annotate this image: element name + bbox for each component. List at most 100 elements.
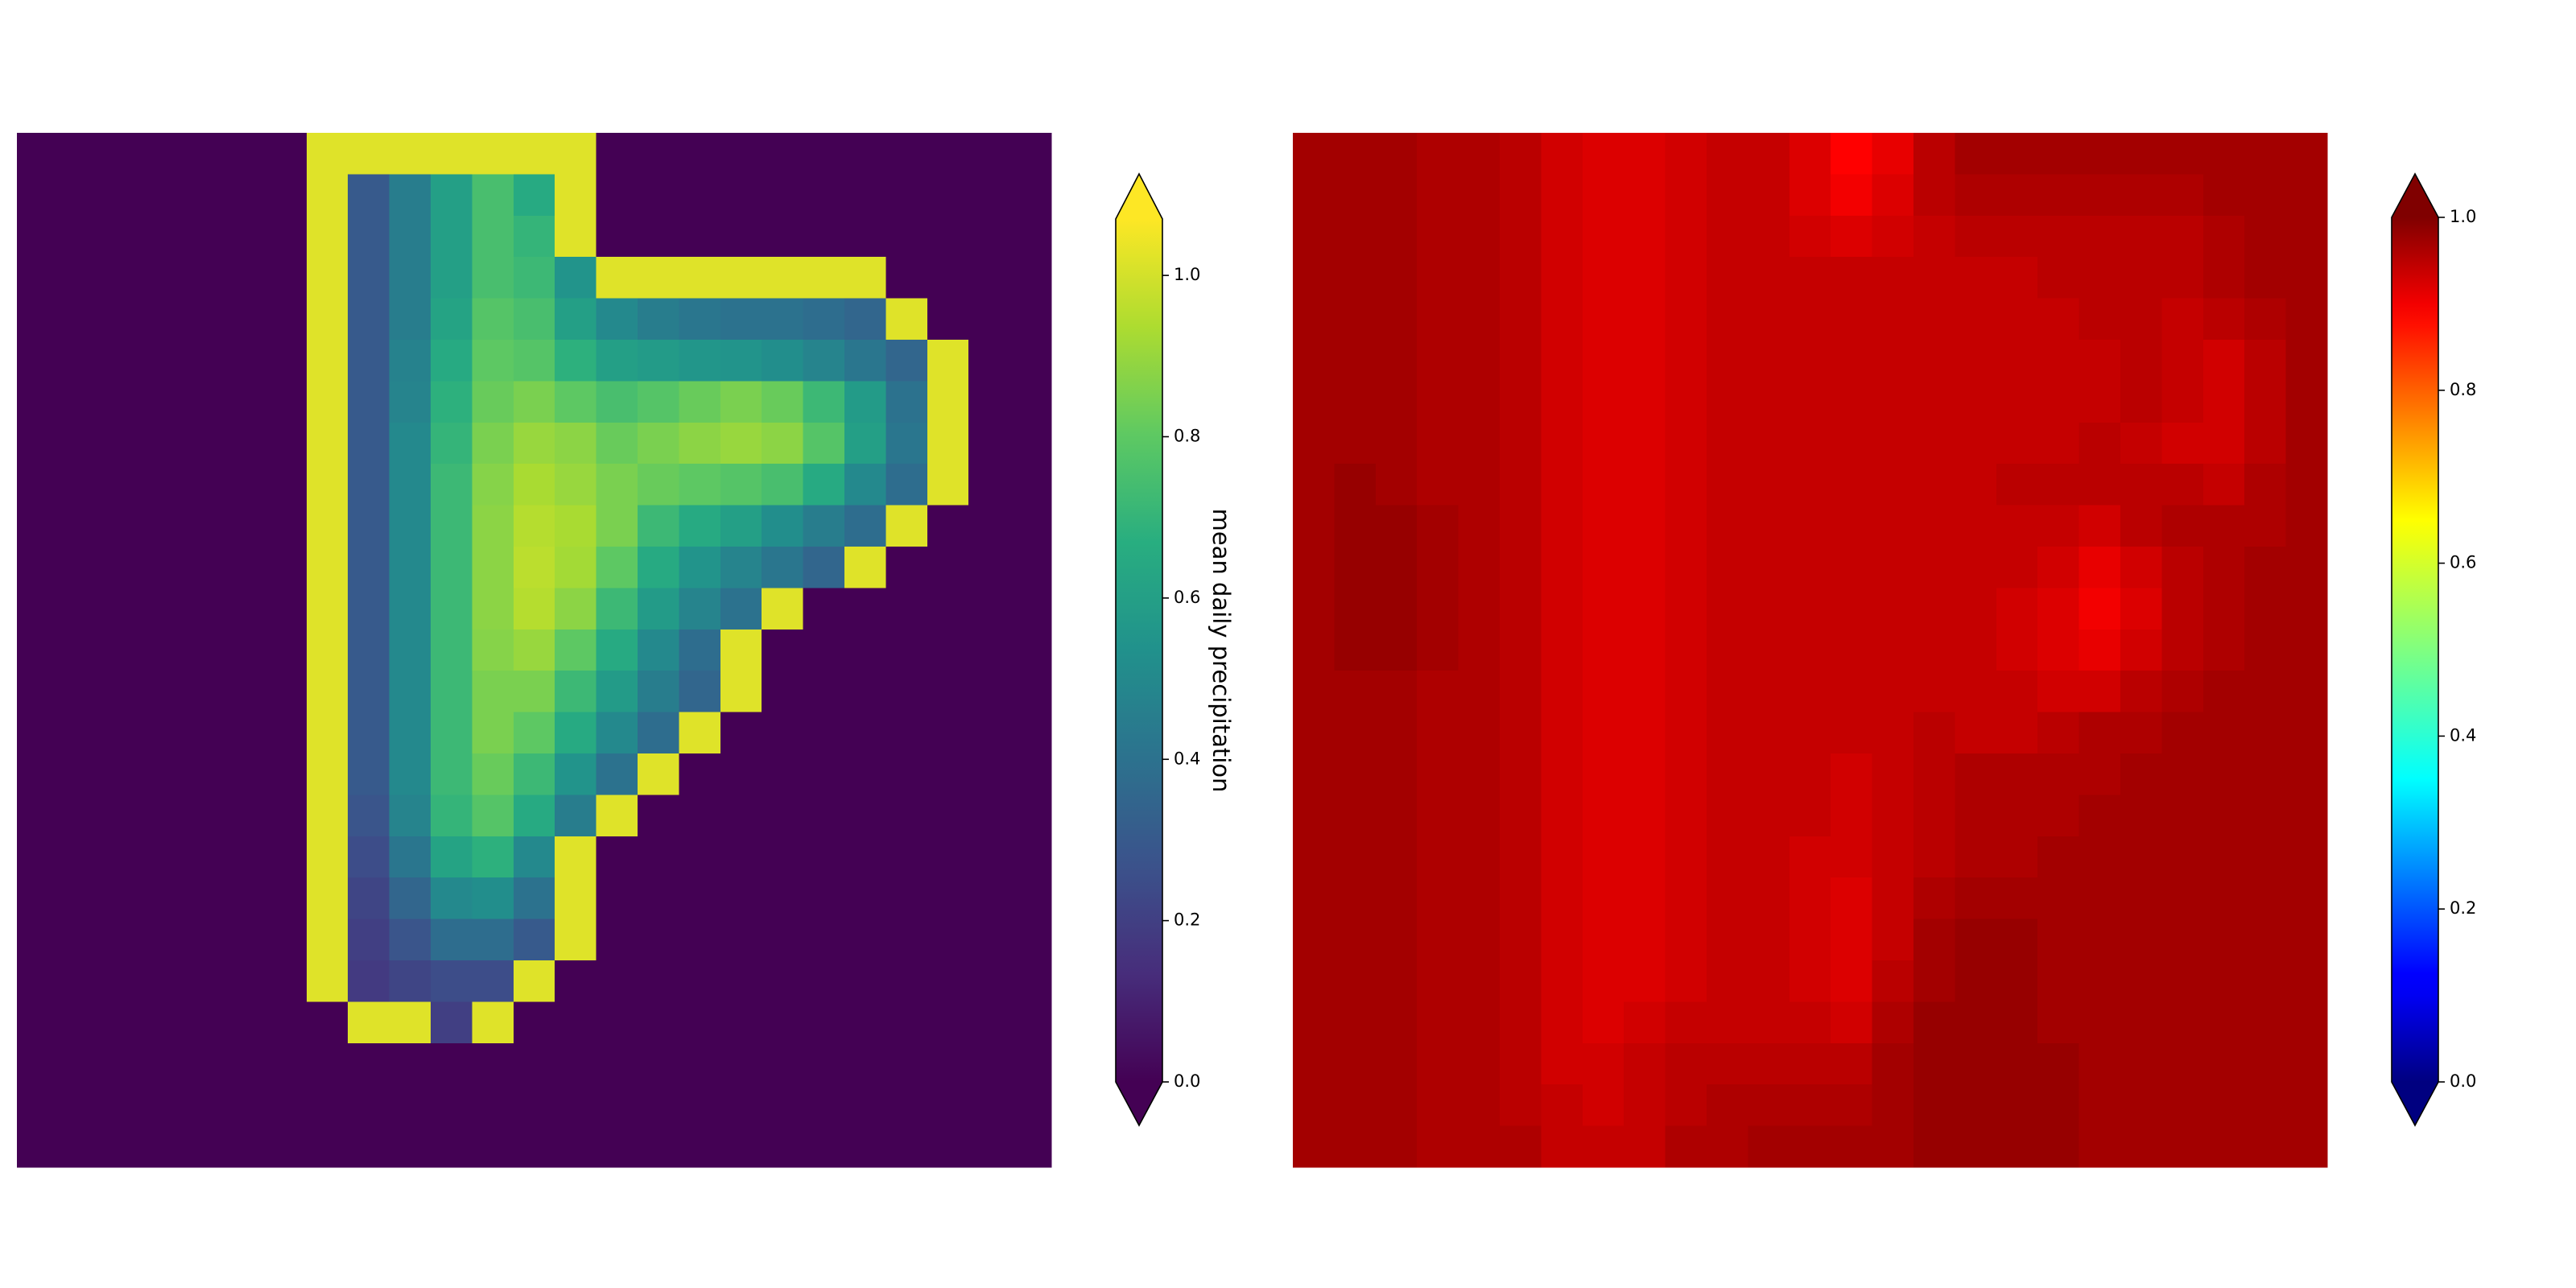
heatmap-cell (1831, 919, 1873, 961)
heatmap-cell (99, 836, 142, 878)
heatmap-cell (1334, 1125, 1377, 1168)
heatmap-cell (1458, 547, 1501, 588)
heatmap-cell (886, 505, 928, 547)
heatmap-cell (224, 588, 266, 630)
heatmap-cell (2244, 795, 2287, 837)
heatmap-cell (1955, 174, 1997, 217)
heatmap-cell (472, 1042, 514, 1085)
heatmap-cell (1458, 505, 1501, 547)
heatmap-cell (2202, 919, 2245, 961)
heatmap-cell (265, 1084, 308, 1127)
heatmap-cell (265, 464, 308, 506)
heatmap-cell (803, 464, 845, 506)
heatmap-cell (679, 836, 721, 878)
heatmap-cell (638, 588, 679, 630)
heatmap-cell (968, 381, 1011, 423)
heatmap-cell (17, 1125, 59, 1168)
heatmap-cell (1541, 340, 1583, 382)
heatmap-cell (679, 919, 721, 961)
heatmap-cell (2161, 960, 2204, 1002)
heatmap-cell (1955, 836, 1997, 878)
heatmap-cell (1872, 1001, 1914, 1044)
heatmap-cell (2120, 547, 2162, 588)
heatmap-cell (968, 877, 1011, 920)
heatmap-cell (1375, 795, 1418, 837)
heatmap-cell (1417, 877, 1459, 920)
heatmap-cell (2161, 1001, 2204, 1044)
heatmap-cell (265, 422, 308, 464)
heatmap-cell (1955, 464, 1997, 506)
heatmap-cell (99, 919, 142, 961)
heatmap-cell (1334, 381, 1377, 423)
heatmap-cell (513, 381, 555, 423)
heatmap-cell (803, 629, 845, 671)
heatmap-cell (1334, 795, 1377, 837)
heatmap-cell (1293, 257, 1335, 299)
heatmap-cell (1582, 712, 1624, 754)
heatmap-cell (1996, 877, 2038, 920)
heatmap-cell (1872, 422, 1914, 464)
heatmap-cell (431, 174, 473, 217)
heatmap-cell (1417, 298, 1459, 341)
heatmap-cell (2202, 836, 2245, 878)
heatmap-cell (2161, 340, 2204, 382)
heatmap-cell (886, 174, 928, 217)
heatmap-cell (927, 1084, 969, 1127)
heatmap-cell (1541, 877, 1583, 920)
heatmap-cell (1375, 340, 1418, 382)
heatmap-cell (1913, 753, 1955, 795)
heatmap-cell (2120, 1001, 2162, 1044)
heatmap-cell (596, 174, 638, 217)
heatmap-cell (720, 257, 762, 299)
heatmap-cell (17, 133, 59, 175)
heatmap-cell (1831, 505, 1873, 547)
heatmap-cell (1748, 298, 1790, 341)
heatmap-cell (1789, 671, 1831, 713)
heatmap-cell (2161, 547, 2204, 588)
heatmap-cell (2285, 960, 2328, 1002)
heatmap-cell (803, 588, 845, 630)
heatmap-cell (2285, 340, 2328, 382)
heatmap-cell (679, 505, 721, 547)
heatmap-cell (99, 1042, 142, 1085)
heatmap-cell (1293, 381, 1335, 423)
heatmap-cell (596, 505, 638, 547)
heatmap-cell (1500, 671, 1542, 713)
heatmap-cell (1293, 422, 1335, 464)
heatmap-cell (1872, 1042, 1914, 1085)
heatmap-cell (844, 588, 886, 630)
heatmap-cell (2202, 960, 2245, 1002)
heatmap-cell (638, 1001, 679, 1044)
heatmap-cell (762, 753, 804, 795)
heatmap-cell (17, 547, 59, 588)
heatmap-cell (596, 1042, 638, 1085)
heatmap-cell (1996, 1001, 2038, 1044)
heatmap-cell (1417, 671, 1459, 713)
heatmap-cell (1458, 836, 1501, 878)
heatmap-cell (472, 422, 514, 464)
heatmap-cell (2079, 133, 2121, 175)
heatmap-cell (2037, 1125, 2080, 1168)
heatmap-cell (1789, 505, 1831, 547)
heatmap-cell (2244, 298, 2287, 341)
heatmap-cell (1955, 133, 1997, 175)
heatmap-cell (1009, 629, 1052, 671)
heatmap-cell (1541, 1042, 1583, 1085)
heatmap-cell (17, 505, 59, 547)
colorbar-label: mean daily precipitation (1208, 509, 1235, 793)
heatmap-cell (17, 340, 59, 382)
heatmap-cell (1996, 1042, 2038, 1085)
heatmap-cell (968, 298, 1011, 341)
heatmap-cell (2161, 133, 2204, 175)
heatmap-cell (1624, 464, 1666, 506)
heatmap-cell (1748, 257, 1790, 299)
heatmap-cell (1748, 1125, 1790, 1168)
heatmap-cell (2079, 1042, 2121, 1085)
heatmap-cell (1624, 174, 1666, 217)
heatmap-cell (555, 1001, 597, 1044)
heatmap-cell (1334, 960, 1377, 1002)
heatmap-cell (472, 1001, 514, 1044)
heatmap-cell (1009, 753, 1052, 795)
heatmap-cell (2202, 505, 2245, 547)
heatmap-cell (1334, 1001, 1377, 1044)
